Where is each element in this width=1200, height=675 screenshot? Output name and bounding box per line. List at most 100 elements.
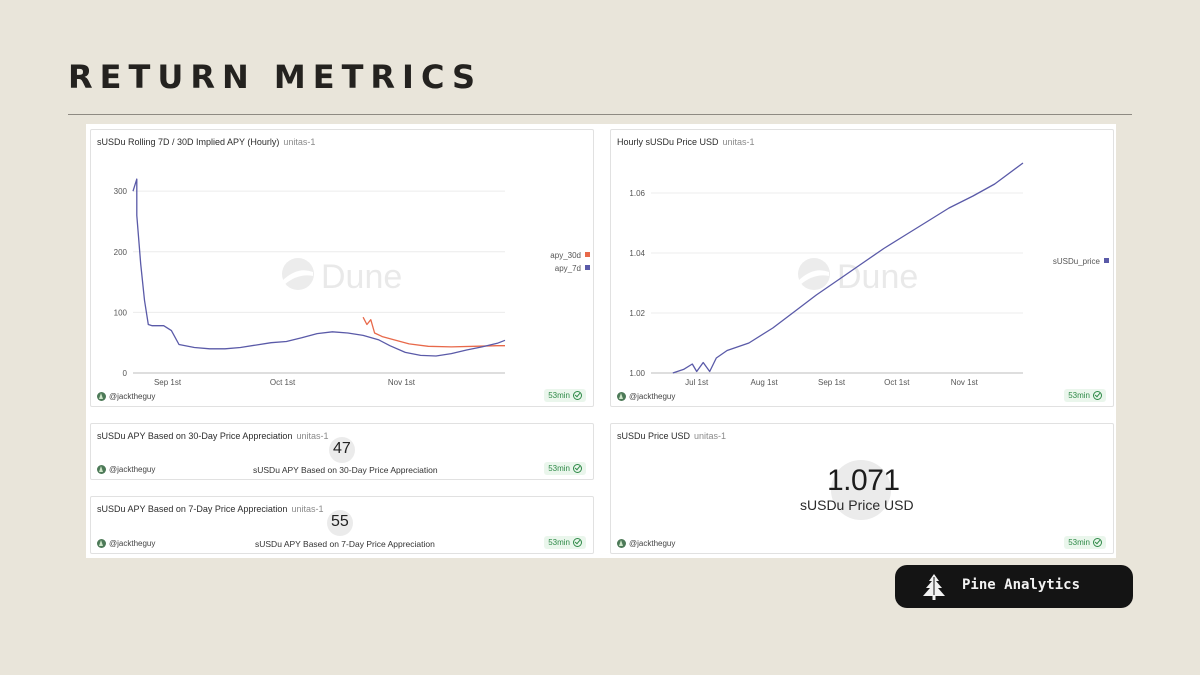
x-tick-label: Nov 1st xyxy=(388,378,416,387)
dune-watermark: Dune xyxy=(282,258,402,296)
legend-label-apy-30d: apy_30d xyxy=(550,251,581,260)
legend-swatch-apy-30d xyxy=(585,252,590,257)
series-line-apy-30d xyxy=(362,316,505,348)
apy-chart-svg: Dune 0 100 200 300 Sep 1st Oct 1st Nov 1st apy… xyxy=(114,178,590,387)
price-chart-title: Hourly sUSDu Price USD unitas-1 xyxy=(617,137,755,147)
refresh-time: 53min xyxy=(548,391,570,400)
apy-30d-caption: sUSDu APY Based on 30-Day Price Apprecia… xyxy=(253,465,438,475)
x-tick-label: Oct 1st xyxy=(270,378,296,387)
check-circle-icon xyxy=(1093,391,1102,400)
price-counter-subtitle: unitas-1 xyxy=(694,431,727,441)
apy-30d-counter-title-text: sUSDu APY Based on 30-Day Price Apprecia… xyxy=(97,431,293,441)
apy-chart-card[interactable]: sUSDu Rolling 7D / 30D Implied APY (Hour… xyxy=(90,129,594,407)
apy-chart-lines xyxy=(132,178,506,357)
dashboard-panel: sUSDu Rolling 7D / 30D Implied APY (Hour… xyxy=(86,124,1116,558)
author-name: @jacktheguy xyxy=(109,465,156,474)
x-tick-label: Sep 1st xyxy=(818,378,846,387)
avatar xyxy=(97,392,106,401)
apy-7d-counter-title-text: sUSDu APY Based on 7-Day Price Appreciat… xyxy=(97,504,288,514)
author-tag[interactable]: @jacktheguy xyxy=(97,465,155,474)
brand-pill: Pine Analytics xyxy=(895,565,1133,608)
apy-30d-counter-title: sUSDu APY Based on 30-Day Price Apprecia… xyxy=(97,431,328,441)
dune-logo-swoosh xyxy=(799,270,829,285)
price-chart-title-text: Hourly sUSDu Price USD xyxy=(617,137,719,147)
dune-logo-swoosh xyxy=(283,270,313,285)
price-chart-card[interactable]: Hourly sUSDu Price USD unitas-1 Dune 1.00… xyxy=(610,129,1114,407)
counter-halo xyxy=(831,460,891,520)
price-chart-legend[interactable]: sUSDu_price xyxy=(1053,257,1109,266)
counter-halo xyxy=(329,437,355,463)
check-circle-icon xyxy=(573,464,582,473)
apy-chart-legend[interactable]: apy_30d apy_7d xyxy=(550,251,590,273)
author-name: @jacktheguy xyxy=(629,539,676,548)
y-tick-label: 1.06 xyxy=(629,189,645,198)
apy-chart-ticks: 0 100 200 300 Sep 1st Oct 1st Nov 1st xyxy=(114,187,416,387)
dune-logo-icon xyxy=(282,258,314,290)
price-chart-subtitle: unitas-1 xyxy=(722,137,755,147)
pine-tree-icon xyxy=(923,574,945,600)
price-counter-card[interactable]: sUSDu Price USD unitas-1 1.071 sUSDu Pric… xyxy=(610,423,1114,554)
dune-logo-icon xyxy=(798,258,830,290)
author-tag[interactable]: @jacktheguy xyxy=(617,539,675,548)
apy-7d-counter-card[interactable]: sUSDu APY Based on 7-Day Price Appreciat… xyxy=(90,496,594,554)
legend-swatch-susdu-price xyxy=(1104,258,1109,263)
apy-chart-title-text: sUSDu Rolling 7D / 30D Implied APY (Hour… xyxy=(97,137,280,147)
author-name: @jacktheguy xyxy=(629,392,676,401)
apy-chart-title: sUSDu Rolling 7D / 30D Implied APY (Hour… xyxy=(97,137,315,147)
refresh-time: 53min xyxy=(1068,391,1090,400)
apy-chart-grid xyxy=(133,190,505,374)
apy-7d-counter-title: sUSDu APY Based on 7-Day Price Appreciat… xyxy=(97,504,323,514)
refresh-time: 53min xyxy=(548,538,570,547)
refresh-badge[interactable]: 53min xyxy=(544,536,586,549)
author-name: @jacktheguy xyxy=(109,392,156,401)
apy-7d-caption: sUSDu APY Based on 7-Day Price Appreciat… xyxy=(255,539,435,549)
y-tick-label: 200 xyxy=(114,248,128,257)
legend-label-apy-7d: apy_7d xyxy=(555,264,581,273)
price-value: 1.071 xyxy=(827,464,900,497)
author-tag[interactable]: @jacktheguy xyxy=(97,539,155,548)
avatar xyxy=(617,392,626,401)
price-counter-title-text: sUSDu Price USD xyxy=(617,431,691,441)
apy-30d-counter-card[interactable]: sUSDu APY Based on 30-Day Price Apprecia… xyxy=(90,423,594,480)
y-tick-label: 1.04 xyxy=(629,249,645,258)
x-tick-label: Nov 1st xyxy=(951,378,979,387)
apy-30d-value: 47 xyxy=(333,440,351,457)
author-tag[interactable]: @jacktheguy xyxy=(97,392,155,401)
legend-label-susdu-price: sUSDu_price xyxy=(1053,257,1101,266)
author-name: @jacktheguy xyxy=(109,539,156,548)
title-divider xyxy=(68,114,1132,115)
series-line-apy-7d xyxy=(132,178,506,357)
x-tick-label: Oct 1st xyxy=(884,378,910,387)
price-chart-grid xyxy=(651,192,1023,374)
x-tick-label: Sep 1st xyxy=(154,378,182,387)
dune-watermark: Dune xyxy=(798,258,918,296)
price-counter-title: sUSDu Price USD unitas-1 xyxy=(617,431,726,441)
apy-30d-counter-subtitle: unitas-1 xyxy=(296,431,329,441)
refresh-badge[interactable]: 53min xyxy=(1064,536,1106,549)
check-circle-icon xyxy=(1093,538,1102,547)
x-tick-label: Jul 1st xyxy=(685,378,709,387)
y-tick-label: 300 xyxy=(114,187,128,196)
avatar xyxy=(97,539,106,548)
avatar xyxy=(97,465,106,474)
author-tag[interactable]: @jacktheguy xyxy=(617,392,675,401)
refresh-badge[interactable]: 53min xyxy=(544,389,586,402)
apy-7d-value: 55 xyxy=(331,513,349,530)
series-line-sUSDu-price xyxy=(672,162,1024,374)
refresh-badge[interactable]: 53min xyxy=(544,462,586,475)
page-title: RETURN METRICS xyxy=(68,58,483,96)
price-chart-lines xyxy=(672,162,1024,374)
y-tick-label: 0 xyxy=(123,369,128,378)
price-chart-ticks: 1.00 1.02 1.04 1.06 Jul 1st Aug 1st Sep 1st Oct… xyxy=(629,189,978,387)
y-tick-label: 1.00 xyxy=(629,369,645,378)
brand-label: Pine Analytics xyxy=(962,577,1081,593)
avatar xyxy=(617,539,626,548)
y-tick-label: 100 xyxy=(114,308,128,317)
price-chart-svg: Dune 1.00 1.02 1.04 1.06 Jul 1st Aug 1st Sep 1… xyxy=(629,162,1109,387)
refresh-time: 53min xyxy=(1068,538,1090,547)
dune-watermark-text: Dune xyxy=(321,258,402,296)
refresh-badge[interactable]: 53min xyxy=(1064,389,1106,402)
apy-7d-counter-subtitle: unitas-1 xyxy=(291,504,324,514)
check-circle-icon xyxy=(573,391,582,400)
legend-swatch-apy-7d xyxy=(585,265,590,270)
